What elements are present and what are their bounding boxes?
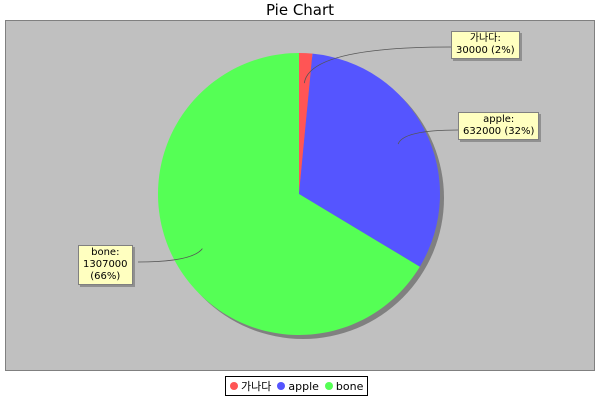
legend-label: 가나다 [241,380,272,393]
callout-label: 가나다: [469,33,501,44]
legend-label: bone [335,379,364,393]
legend-item: apple [277,380,319,393]
callout-bone: bone: 1307000 (66%) [78,245,133,285]
chart-title: Pie Chart [265,1,335,19]
pie-slice-apple [299,53,440,267]
callout-percent: (66%) [90,271,121,282]
legend-item: bone [324,379,364,393]
callout-ganada: 가나다: 30000 (2%) [451,31,520,59]
callout-label: bone: [91,247,120,258]
legend-swatch [324,382,333,390]
legend-swatch [230,382,238,390]
leader-line [397,129,459,145]
legend-item: 가나다 [230,378,271,394]
legend-label: apple [288,379,319,393]
leader-line [303,46,452,84]
callout-apple: apple: 632000 (32%) [458,112,540,140]
callout-value: 30000 (2%) [456,45,515,56]
callout-value: 632000 (32%) [463,126,535,137]
legend-swatch [277,382,286,390]
callout-label: apple: [483,114,515,125]
leader-line [137,248,203,263]
pie-slice-ganada [299,53,313,194]
callout-value: 1307000 [83,259,128,270]
legend: 가나다 apple bone [225,376,369,396]
pie-slice-bone [157,53,420,335]
